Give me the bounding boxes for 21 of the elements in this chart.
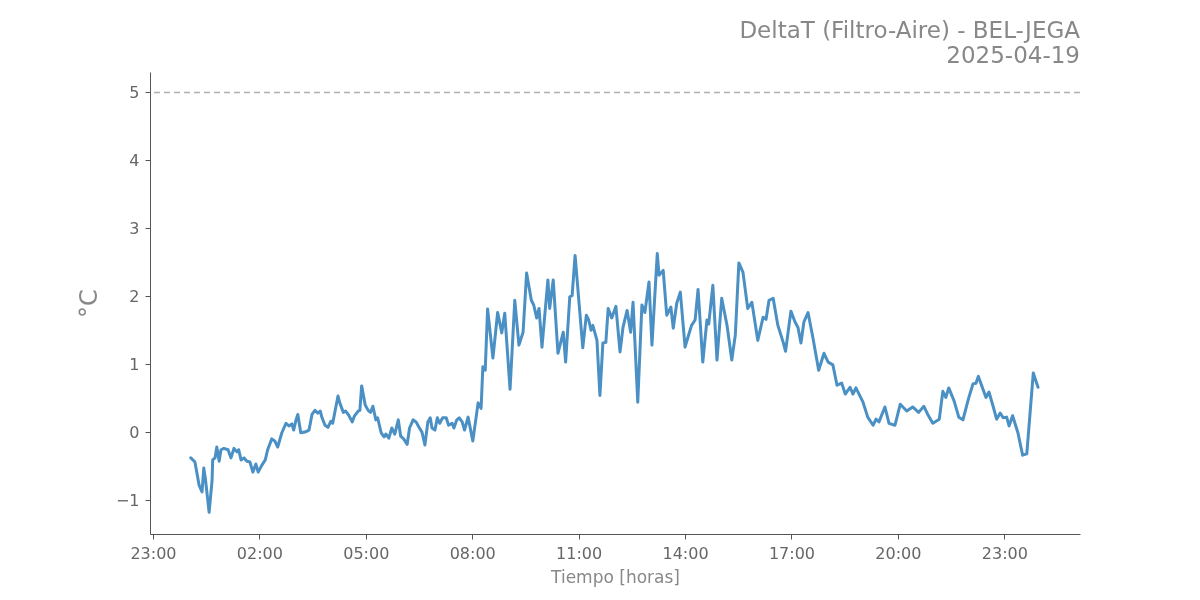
x-tick-label: 23:00 — [130, 543, 177, 563]
chart-title: DeltaT (Filtro-Aire) - BEL-JEGA — [739, 17, 1081, 43]
x-tick-label: 14:00 — [662, 543, 709, 563]
y-tick-label: 2 — [129, 286, 140, 306]
chart-subtitle: 2025-04-19 — [946, 42, 1080, 68]
y-tick-label: 1 — [129, 354, 140, 374]
x-axis-title: Tiempo [horas] — [550, 566, 680, 587]
x-tick-label: 08:00 — [449, 543, 496, 563]
line-series — [189, 251, 1040, 514]
y-tick-label: 3 — [129, 218, 140, 238]
x-tick-label: 05:00 — [343, 543, 390, 563]
y-axis-title: °C — [74, 289, 103, 318]
y-tick-label: −1 — [115, 490, 140, 510]
y-tick-label: 0 — [129, 422, 140, 442]
x-tick-label: 02:00 — [236, 543, 283, 563]
x-tick-label: 23:00 — [981, 543, 1028, 563]
y-tick-label: 4 — [129, 150, 140, 170]
x-tick-label: 20:00 — [875, 543, 922, 563]
y-tick-label: 5 — [129, 82, 140, 102]
x-tick-label: 11:00 — [556, 543, 603, 563]
x-tick-label: 17:00 — [768, 543, 816, 563]
